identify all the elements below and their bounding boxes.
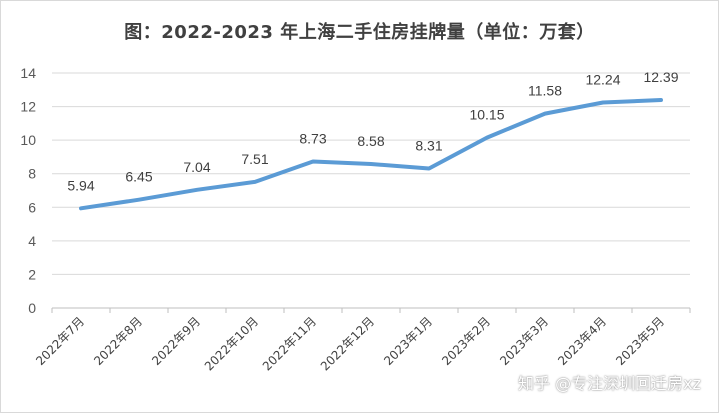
series (79, 98, 663, 211)
x-tick-label: 2023年4月 (555, 314, 609, 368)
y-tick-label: 10 (20, 132, 36, 148)
data-label: 7.04 (183, 159, 210, 175)
data-label: 12.24 (585, 72, 620, 88)
y-tick-label: 4 (28, 233, 36, 249)
data-label: 7.51 (241, 151, 268, 167)
data-label: 8.73 (299, 130, 326, 146)
y-tick-label: 8 (28, 166, 36, 182)
x-tick-label: 2023年2月 (439, 314, 493, 368)
y-tick-label: 14 (20, 65, 36, 81)
data-point (254, 181, 256, 183)
data-point (602, 102, 604, 104)
x-tick-label: 2022年12月 (318, 314, 377, 373)
data-point (544, 113, 546, 115)
data-point (370, 163, 372, 165)
data-label: 8.58 (357, 133, 384, 149)
data-point (312, 160, 314, 162)
x-tick-label: 2022年11月 (260, 314, 319, 373)
data-point (428, 168, 430, 170)
x-tick-label: 2023年3月 (497, 314, 551, 368)
x-tick-label: 2023年1月 (381, 314, 435, 368)
x-tick-label: 2023年5月 (613, 314, 667, 368)
data-label: 10.15 (469, 107, 504, 123)
x-tick-label: 2022年8月 (91, 314, 145, 368)
data-point (80, 207, 82, 209)
data-point (138, 199, 140, 201)
data-label: 8.31 (415, 138, 442, 154)
x-tick-label: 2022年10月 (202, 314, 261, 373)
x-tick-label: 2022年9月 (149, 314, 203, 368)
y-tick-label: 0 (28, 300, 36, 316)
y-tick-label: 2 (28, 266, 36, 282)
watermark: 知乎 @专注深圳回迁房xz (518, 374, 701, 393)
gridlines (51, 72, 691, 313)
y-tick-label: 12 (20, 99, 36, 115)
data-label: 5.94 (67, 177, 94, 193)
data-label: 11.58 (528, 83, 562, 99)
data-label: 6.45 (125, 169, 152, 185)
data-point (196, 189, 198, 191)
x-tick-label: 2022年7月 (33, 314, 87, 368)
x-axis: 2022年7月 2022年8月 2022年9月2022年10月2022年11月202… (33, 314, 667, 373)
data-point (660, 99, 662, 101)
y-axis: 0 2 4 6 8 10 12 14 (20, 65, 36, 316)
data-label: 12.39 (643, 69, 678, 85)
chart-title: 图：2022-2023 年上海二手住房挂牌量（单位：万套） (124, 22, 595, 43)
series-line (79, 98, 663, 211)
data-labels: 5.94 6.45 7.04 7.51 8.73 8.58 8.31 10.15 11.58 12… (67, 69, 678, 193)
data-point (486, 137, 488, 139)
y-tick-label: 6 (28, 199, 36, 215)
